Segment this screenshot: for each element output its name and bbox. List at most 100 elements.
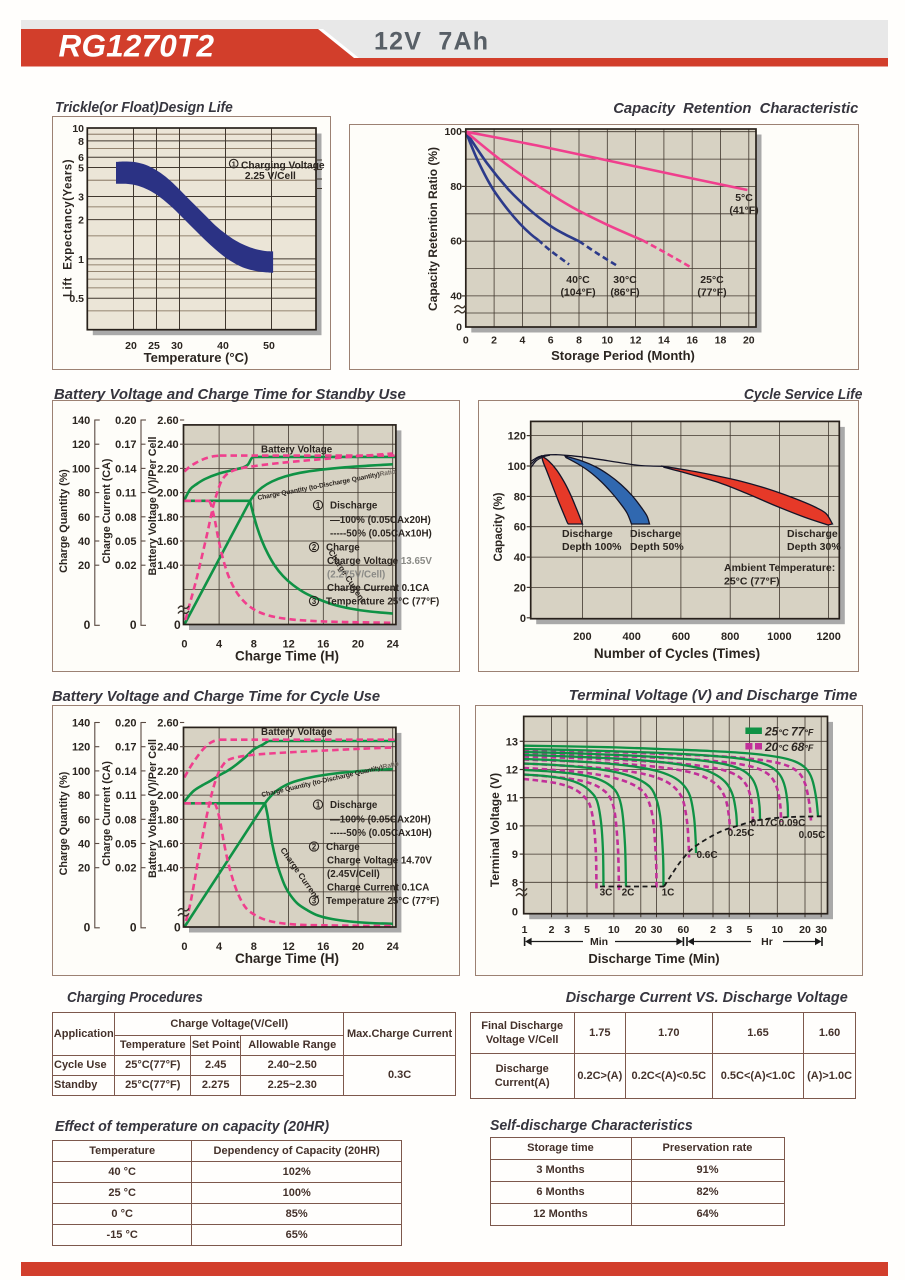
svg-text:Battery Voltage: Battery Voltage <box>261 727 333 738</box>
svg-text:2: 2 <box>312 843 317 852</box>
svg-text:0.20: 0.20 <box>115 415 136 427</box>
svg-text:8: 8 <box>251 639 257 651</box>
svg-text:400: 400 <box>623 631 641 643</box>
svg-text:(77°F): (77°F) <box>697 287 726 299</box>
svg-text:Capacity (%): Capacity (%) <box>493 492 505 561</box>
svg-text:1.40: 1.40 <box>157 863 178 875</box>
svg-text:Charge Time (H): Charge Time (H) <box>235 951 339 966</box>
svg-text:Depth 50%: Depth 50% <box>630 541 684 553</box>
svg-text:2: 2 <box>710 924 716 936</box>
svg-text:0: 0 <box>456 322 462 334</box>
svg-text:(104°F): (104°F) <box>560 287 595 299</box>
svg-text:2: 2 <box>78 215 84 227</box>
svg-text:0.05: 0.05 <box>115 536 136 548</box>
svg-text:Discharge: Discharge <box>330 800 378 811</box>
svg-text:Charge: Charge <box>326 543 360 554</box>
svg-text:3: 3 <box>312 597 317 606</box>
svg-text:0.17: 0.17 <box>115 742 136 754</box>
svg-text:Hr: Hr <box>761 936 773 948</box>
svg-text:2: 2 <box>312 543 317 552</box>
svg-text:2.60: 2.60 <box>157 415 178 427</box>
svg-text:0.08: 0.08 <box>115 512 136 524</box>
svg-text:20: 20 <box>799 924 811 936</box>
svg-text:40: 40 <box>450 290 462 302</box>
svg-text:140: 140 <box>72 718 90 730</box>
svg-text:20: 20 <box>743 335 755 347</box>
svg-text:80: 80 <box>78 488 90 500</box>
svg-text:Capacity Retention Ratio (%): Capacity Retention Ratio (%) <box>426 147 440 311</box>
svg-text:20: 20 <box>125 340 137 352</box>
svg-text:12: 12 <box>630 335 642 347</box>
svg-text:5: 5 <box>747 924 753 936</box>
svg-text:0.17C: 0.17C <box>751 818 778 829</box>
svg-text:120: 120 <box>508 431 526 443</box>
svg-text:25: 25 <box>148 340 160 352</box>
svg-text:Discharge: Discharge <box>630 528 681 540</box>
svg-text:80: 80 <box>78 790 90 802</box>
svg-text:30: 30 <box>815 924 827 936</box>
svg-text:Charge Quantity (%): Charge Quantity (%) <box>58 771 70 875</box>
svg-text:100: 100 <box>444 126 462 138</box>
svg-text:Charge: Charge <box>326 842 360 853</box>
svg-text:20: 20 <box>352 639 364 651</box>
svg-text:-----50% (0.05CAx10H): -----50% (0.05CAx10H) <box>330 529 432 540</box>
svg-text:Terminal Voltage (V): Terminal Voltage (V) <box>488 773 502 887</box>
svg-text:4: 4 <box>519 335 525 347</box>
svg-text:2.25 V/Cell: 2.25 V/Cell <box>245 171 296 182</box>
svg-text:25°C (77°F): 25°C (77°F) <box>724 576 780 588</box>
svg-text:80: 80 <box>450 181 462 193</box>
svg-text:5: 5 <box>78 163 84 175</box>
svg-text:40: 40 <box>78 839 90 851</box>
svg-text:0.5: 0.5 <box>69 293 84 305</box>
svg-text:0.11: 0.11 <box>116 488 137 500</box>
svg-text:1C: 1C <box>662 888 675 899</box>
svg-text:2.20: 2.20 <box>157 463 178 475</box>
svg-text:100: 100 <box>508 461 526 473</box>
svg-text:0.05: 0.05 <box>115 839 136 851</box>
svg-text:1000: 1000 <box>767 631 791 643</box>
svg-text:60: 60 <box>78 512 90 524</box>
svg-text:0: 0 <box>520 613 526 625</box>
svg-text:0.25C: 0.25C <box>728 828 755 839</box>
svg-text:Temperature 25°C (77°F): Temperature 25°C (77°F) <box>326 896 439 907</box>
svg-text:-----50% (0.05CAx10H): -----50% (0.05CAx10H) <box>330 828 432 839</box>
svg-text:Charge Current 0.1CA: Charge Current 0.1CA <box>327 883 429 894</box>
svg-text:1.60: 1.60 <box>157 536 178 548</box>
svg-text:3: 3 <box>564 924 570 936</box>
svg-text:16: 16 <box>686 335 698 347</box>
svg-text:16: 16 <box>317 941 329 953</box>
svg-text:Battery Voltage (V)/Per Cell: Battery Voltage (V)/Per Cell <box>147 437 159 576</box>
svg-text:8: 8 <box>251 941 257 953</box>
svg-text:0: 0 <box>181 941 187 953</box>
svg-text:0.09C: 0.09C <box>779 818 806 829</box>
svg-text:3: 3 <box>78 192 84 204</box>
svg-text:0.05C: 0.05C <box>799 830 826 841</box>
svg-text:100: 100 <box>72 766 90 778</box>
svg-text:40: 40 <box>78 536 90 548</box>
svg-text:Charging Voltage: Charging Voltage <box>241 161 325 172</box>
svg-text:1: 1 <box>232 160 236 169</box>
svg-text:12V 7Ah: 12V 7Ah <box>374 28 489 56</box>
svg-text:800: 800 <box>721 631 739 643</box>
svg-text:24: 24 <box>387 639 400 651</box>
svg-text:0.02: 0.02 <box>115 560 136 572</box>
svg-text:(41°F): (41°F) <box>729 205 758 217</box>
svg-text:120: 120 <box>72 439 90 451</box>
svg-text:Number of Cycles (Times): Number of Cycles (Times) <box>594 646 760 661</box>
svg-text:Discharge: Discharge <box>562 528 613 540</box>
svg-text:0.11: 0.11 <box>116 790 137 802</box>
svg-text:1: 1 <box>522 924 528 936</box>
svg-text:30: 30 <box>171 340 183 352</box>
svg-text:50: 50 <box>263 340 275 352</box>
svg-text:40°C: 40°C <box>566 274 590 286</box>
svg-text:(86°F): (86°F) <box>610 287 639 299</box>
svg-text:5°C: 5°C <box>735 192 753 204</box>
svg-text:Lift Expectancy(Years): Lift Expectancy(Years) <box>63 159 75 297</box>
svg-text:60: 60 <box>450 236 462 248</box>
svg-text:Charge Current 0.1CA: Charge Current 0.1CA <box>327 583 429 594</box>
svg-text:0.02: 0.02 <box>115 863 136 875</box>
svg-text:0: 0 <box>512 907 518 919</box>
svg-text:Charge Voltage 13.65V: Charge Voltage 13.65V <box>327 556 432 567</box>
svg-text:0.20: 0.20 <box>115 718 136 730</box>
svg-text:0.6C: 0.6C <box>696 850 717 861</box>
